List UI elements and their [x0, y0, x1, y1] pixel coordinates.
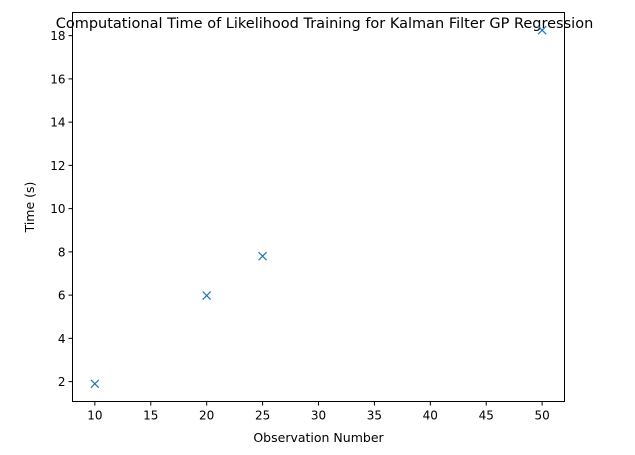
- x-axis-ticks: 10 15 20 25 30 35 40 45 50: [87, 401, 550, 423]
- y-axis-label: Time (s): [22, 182, 37, 234]
- y-tick-label: 10: [50, 202, 65, 216]
- y-tick-label: 18: [50, 29, 65, 43]
- y-tick-label: 2: [58, 375, 66, 389]
- x-tick-label: 50: [534, 409, 549, 423]
- y-tick-label: 8: [58, 245, 66, 259]
- data-points: [90, 25, 547, 389]
- x-tick-label: 45: [479, 409, 494, 423]
- data-point: [202, 291, 212, 300]
- y-tick-label: 16: [50, 72, 65, 86]
- x-tick-label: 40: [423, 409, 438, 423]
- y-tick-label: 14: [50, 116, 65, 130]
- data-point: [537, 25, 547, 35]
- x-tick-label: 25: [255, 409, 270, 423]
- data-point: [258, 251, 268, 261]
- x-tick-label: 10: [87, 409, 102, 423]
- x-tick-label: 30: [311, 409, 326, 423]
- y-tick-label: 4: [58, 332, 66, 346]
- plot-area-frame: [72, 12, 565, 402]
- y-tick-label: 12: [50, 159, 65, 173]
- y-axis-ticks: 2 4 6 8 10 12 14 16 18: [50, 29, 73, 389]
- x-axis-label: Observation Number: [253, 430, 384, 445]
- x-tick-label: 20: [199, 409, 214, 423]
- y-tick-label: 6: [58, 289, 66, 303]
- x-tick-label: 35: [367, 409, 382, 423]
- chart-title: Computational Time of Likelihood Trainin…: [56, 16, 594, 32]
- x-tick-label: 15: [143, 409, 158, 423]
- data-point: [90, 379, 100, 389]
